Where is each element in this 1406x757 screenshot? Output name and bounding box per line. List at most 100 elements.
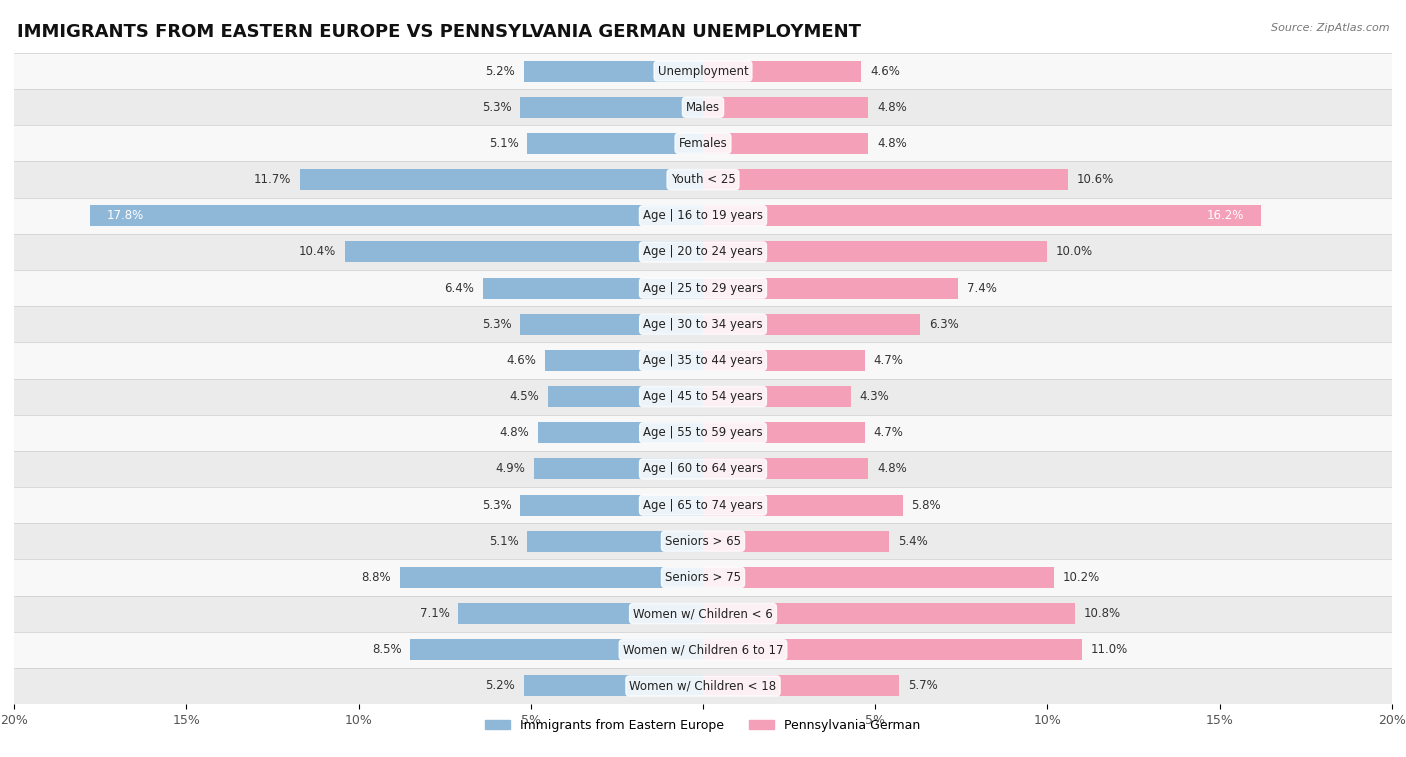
Bar (14, 270, 1392, 306)
Bar (703, 531, 889, 552)
Bar (703, 278, 957, 298)
Text: 7.1%: 7.1% (420, 607, 450, 620)
Text: 5.8%: 5.8% (911, 499, 941, 512)
Text: 6.4%: 6.4% (444, 282, 474, 294)
Text: 4.8%: 4.8% (499, 426, 529, 439)
Text: Age | 45 to 54 years: Age | 45 to 54 years (643, 390, 763, 403)
Text: 5.3%: 5.3% (482, 101, 512, 114)
Text: 5.7%: 5.7% (908, 680, 938, 693)
Bar (14, 53, 1392, 89)
Text: Unemployment: Unemployment (658, 64, 748, 77)
Bar (411, 639, 703, 660)
Text: Age | 16 to 19 years: Age | 16 to 19 years (643, 209, 763, 223)
Bar (482, 278, 703, 298)
Text: 4.5%: 4.5% (509, 390, 540, 403)
Bar (703, 61, 862, 82)
Bar (544, 350, 703, 371)
Text: Youth < 25: Youth < 25 (671, 173, 735, 186)
Bar (14, 198, 1392, 234)
Bar (299, 169, 703, 190)
Bar (14, 596, 1392, 631)
Bar (14, 161, 1392, 198)
Text: 4.8%: 4.8% (877, 137, 907, 150)
Bar (703, 459, 869, 479)
Bar (703, 350, 865, 371)
Text: Males: Males (686, 101, 720, 114)
Text: 5.1%: 5.1% (489, 534, 519, 548)
Bar (703, 205, 1261, 226)
Bar (520, 97, 703, 118)
Text: 4.3%: 4.3% (859, 390, 890, 403)
Text: 8.5%: 8.5% (373, 643, 402, 656)
Text: 5.4%: 5.4% (897, 534, 928, 548)
Text: 5.3%: 5.3% (482, 499, 512, 512)
Text: 10.2%: 10.2% (1063, 571, 1101, 584)
Text: 4.6%: 4.6% (870, 64, 900, 77)
Bar (399, 567, 703, 588)
Text: Women w/ Children < 6: Women w/ Children < 6 (633, 607, 773, 620)
Text: Women w/ Children 6 to 17: Women w/ Children 6 to 17 (623, 643, 783, 656)
Text: 8.8%: 8.8% (361, 571, 391, 584)
Bar (703, 386, 851, 407)
Text: 4.9%: 4.9% (496, 463, 526, 475)
Bar (703, 422, 865, 444)
Text: Seniors > 65: Seniors > 65 (665, 534, 741, 548)
Bar (14, 378, 1392, 415)
Bar (458, 603, 703, 624)
Text: 10.8%: 10.8% (1084, 607, 1121, 620)
Bar (14, 451, 1392, 487)
Text: Age | 20 to 24 years: Age | 20 to 24 years (643, 245, 763, 258)
Bar (703, 97, 869, 118)
Bar (537, 422, 703, 444)
Bar (527, 531, 703, 552)
Bar (534, 459, 703, 479)
Bar (14, 342, 1392, 378)
Bar (524, 675, 703, 696)
Bar (14, 306, 1392, 342)
Bar (14, 126, 1392, 161)
Text: Age | 35 to 44 years: Age | 35 to 44 years (643, 354, 763, 367)
Text: 6.3%: 6.3% (928, 318, 959, 331)
Text: 11.7%: 11.7% (254, 173, 291, 186)
Text: 4.8%: 4.8% (877, 463, 907, 475)
Legend: Immigrants from Eastern Europe, Pennsylvania German: Immigrants from Eastern Europe, Pennsylv… (481, 714, 925, 737)
Text: Seniors > 75: Seniors > 75 (665, 571, 741, 584)
Text: 10.6%: 10.6% (1077, 173, 1114, 186)
Text: 5.3%: 5.3% (482, 318, 512, 331)
Text: 4.7%: 4.7% (873, 426, 904, 439)
Bar (14, 523, 1392, 559)
Text: Age | 30 to 34 years: Age | 30 to 34 years (643, 318, 763, 331)
Bar (14, 89, 1392, 126)
Bar (703, 133, 869, 154)
Text: Age | 60 to 64 years: Age | 60 to 64 years (643, 463, 763, 475)
Text: 4.6%: 4.6% (506, 354, 536, 367)
Bar (703, 241, 1047, 263)
Text: Age | 55 to 59 years: Age | 55 to 59 years (643, 426, 763, 439)
Bar (14, 415, 1392, 451)
Text: 7.4%: 7.4% (966, 282, 997, 294)
Text: 16.2%: 16.2% (1206, 209, 1244, 223)
Bar (703, 639, 1083, 660)
Text: 4.8%: 4.8% (877, 101, 907, 114)
Bar (14, 631, 1392, 668)
Bar (527, 133, 703, 154)
Text: 5.2%: 5.2% (485, 680, 515, 693)
Bar (90, 205, 703, 226)
Text: 4.7%: 4.7% (873, 354, 904, 367)
Bar (14, 559, 1392, 596)
Bar (520, 494, 703, 516)
Text: Females: Females (679, 137, 727, 150)
Bar (520, 313, 703, 335)
Text: Age | 25 to 29 years: Age | 25 to 29 years (643, 282, 763, 294)
Bar (703, 494, 903, 516)
Bar (703, 567, 1054, 588)
Bar (703, 169, 1069, 190)
Bar (524, 61, 703, 82)
Text: 11.0%: 11.0% (1091, 643, 1128, 656)
Bar (344, 241, 703, 263)
Bar (703, 313, 920, 335)
Text: 5.1%: 5.1% (489, 137, 519, 150)
Bar (703, 675, 900, 696)
Text: 10.4%: 10.4% (299, 245, 336, 258)
Bar (703, 603, 1076, 624)
